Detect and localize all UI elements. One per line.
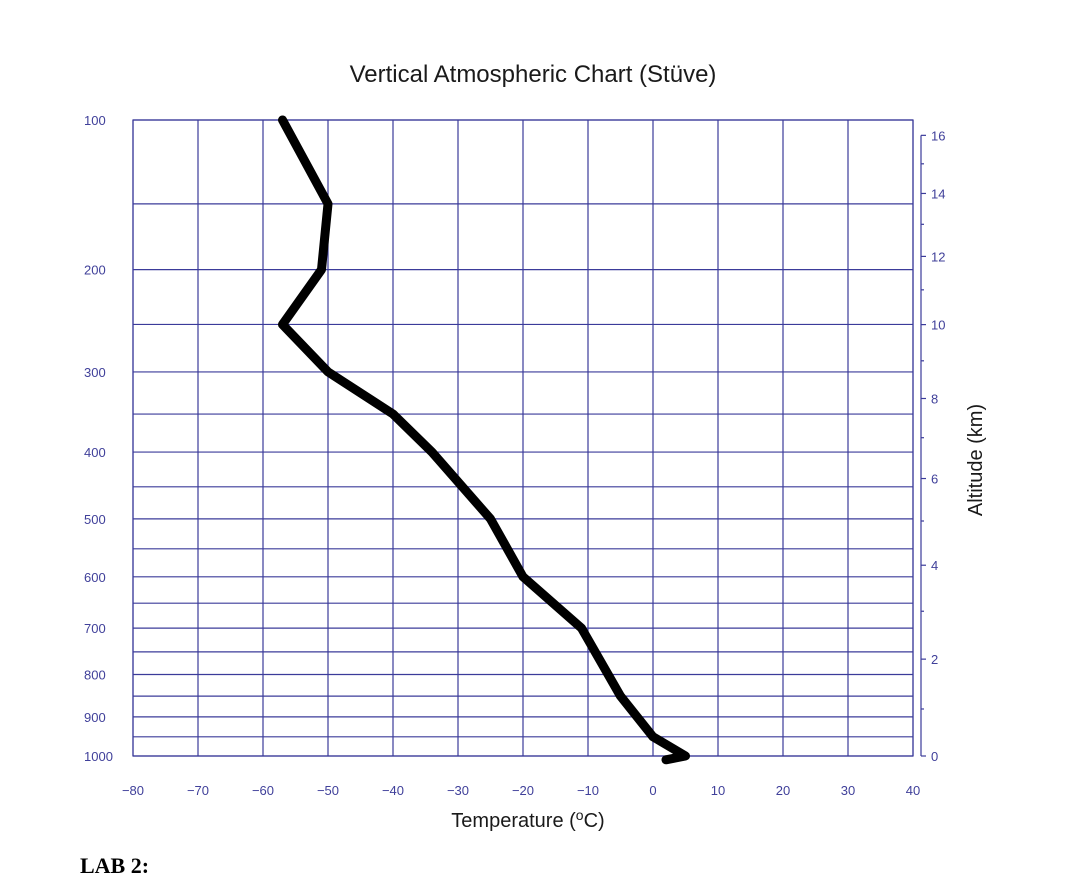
temperature-tick-label: 0 [649, 783, 656, 798]
pressure-tick-label: 500 [84, 512, 106, 527]
temperature-profile-line [278, 115, 690, 765]
temperature-tick-label: −60 [252, 783, 274, 798]
pressure-tick-label: 100 [84, 113, 106, 128]
pressure-tick-label: 800 [84, 667, 106, 682]
temperature-profile-series [278, 115, 690, 765]
temperature-tick-label: −30 [447, 783, 469, 798]
altitude-tick-label: 12 [931, 249, 945, 264]
right-axis-title: Altitude (km) [965, 404, 987, 516]
temperature-tick-labels: −80 −70 −60 −50 −40 −30 −20 −10 0 10 20 30 40 [122, 783, 920, 798]
pressure-tick-label: 600 [84, 570, 106, 585]
temperature-tick-label: −40 [382, 783, 404, 798]
pressure-tick-label: 200 [84, 263, 106, 278]
grid [132, 119, 914, 757]
temperature-tick-label: −20 [512, 783, 534, 798]
temperature-tick-label: 10 [711, 783, 725, 798]
altitude-tick-label: 0 [931, 749, 938, 764]
temperature-tick-label: −70 [187, 783, 209, 798]
altitude-ticks: 0 2 4 6 8 10 12 14 16 [920, 128, 945, 764]
pressure-tick-label: 1000 [84, 749, 113, 764]
temperature-tick-label: −50 [317, 783, 339, 798]
chart-title: Vertical Atmospheric Chart (Stüve) [350, 61, 717, 88]
altitude-tick-label: 8 [931, 391, 938, 406]
temperature-tick-label: 30 [841, 783, 855, 798]
altitude-tick-label: 10 [931, 318, 945, 333]
pressure-tick-label: 400 [84, 445, 106, 460]
altitude-tick-label: 2 [931, 652, 938, 667]
altitude-tick-label: 16 [931, 128, 945, 143]
pressure-tick-label: 300 [84, 365, 106, 380]
altitude-tick-label: 4 [931, 558, 938, 573]
temperature-tick-label: −10 [577, 783, 599, 798]
footer-heading: LAB 2: [80, 853, 150, 878]
pressure-tick-label: 900 [84, 710, 106, 725]
temperature-tick-label: 40 [906, 783, 920, 798]
x-axis-title: Temperature (oC) [451, 807, 604, 832]
temperature-tick-label: −80 [122, 783, 144, 798]
pressure-tick-label: 700 [84, 621, 106, 636]
altitude-tick-label: 6 [931, 472, 938, 487]
altitude-tick-label: 14 [931, 186, 945, 201]
temperature-tick-label: 20 [776, 783, 790, 798]
pressure-tick-labels: 100 200 300 400 500 600 700 800 900 1000 [84, 113, 113, 764]
